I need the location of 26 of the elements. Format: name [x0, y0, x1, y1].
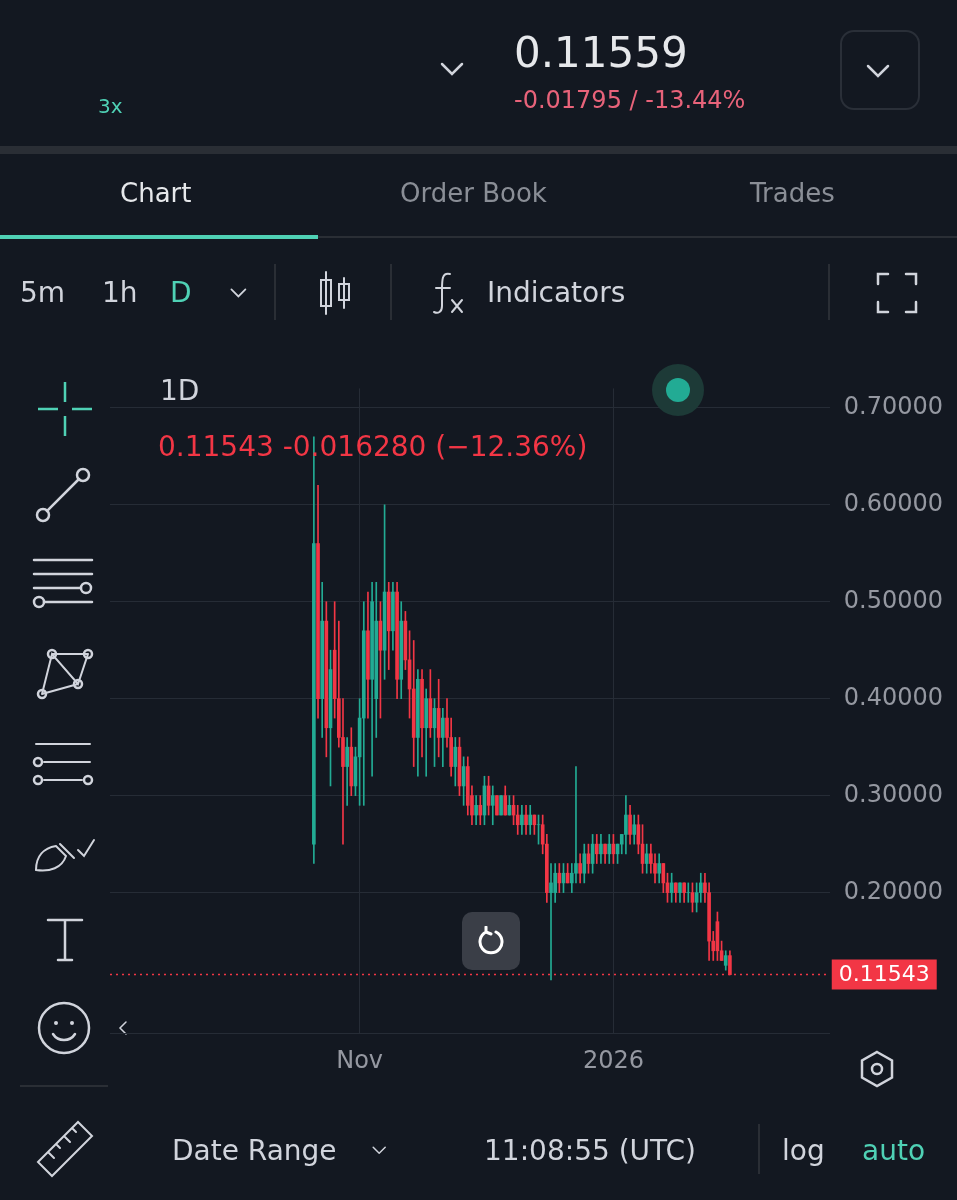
- text: Date Range: [172, 1134, 337, 1167]
- text: -0.01795 / -13.44%: [514, 86, 746, 114]
- y-tick-label: 0.40000: [843, 682, 943, 711]
- text: D: [170, 276, 192, 309]
- text: Indicators: [487, 276, 626, 309]
- text: Chart: [120, 178, 192, 208]
- text: 11:08:55 (UTC): [484, 1134, 697, 1167]
- ref-line-label: 0.11543: [838, 961, 930, 987]
- text: 0.11559: [514, 28, 688, 77]
- chart-subtitle: 1D: [160, 374, 200, 407]
- candlestick: [686, 882, 691, 903]
- y-tick-label: 0.20000: [843, 876, 943, 905]
- text: auto: [862, 1134, 926, 1167]
- candlestick: [549, 863, 553, 981]
- text: Order Book: [400, 178, 547, 208]
- text: 5m: [20, 276, 66, 309]
- y-tick-label: 0.30000: [843, 779, 943, 808]
- x-tick-label: 2026: [582, 1045, 644, 1074]
- y-tick-label: 0.60000: [843, 488, 943, 517]
- x-tick-label: Nov: [336, 1045, 384, 1074]
- text: 3x: [98, 94, 123, 118]
- text: log: [782, 1134, 825, 1167]
- y-tick-label: 0.70000: [843, 392, 943, 421]
- y-tick-label: 0.50000: [843, 585, 943, 614]
- text: 1h: [102, 276, 138, 309]
- text: Trades: [750, 178, 835, 208]
